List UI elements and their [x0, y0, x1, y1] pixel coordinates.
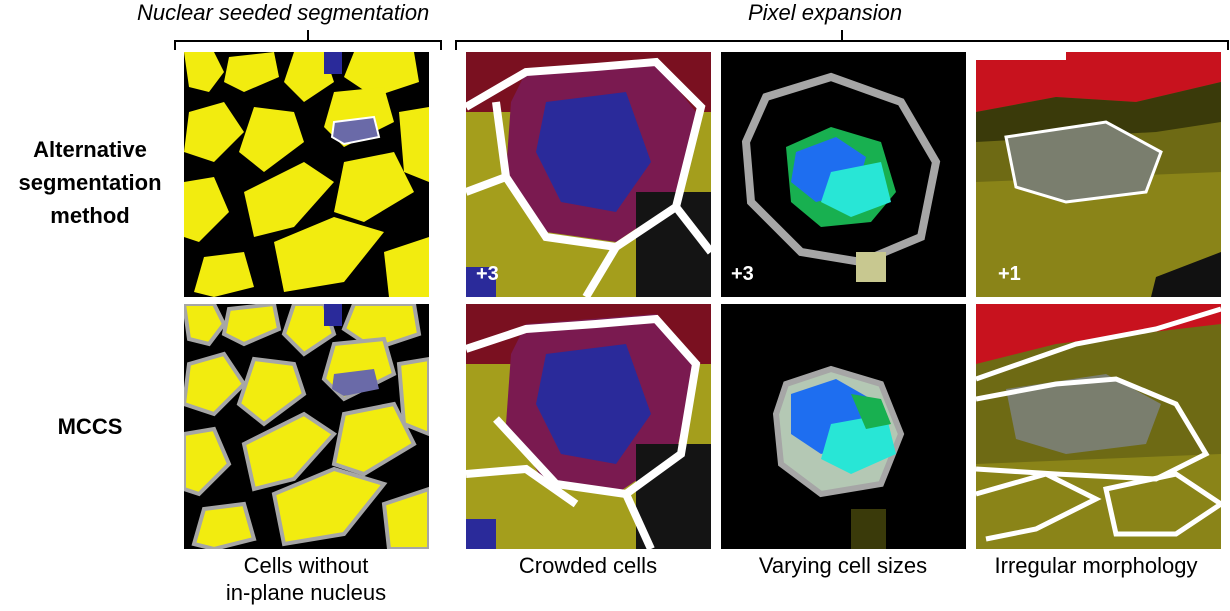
caption-line: Varying cell sizes	[758, 553, 928, 578]
row-label-alternative: Alternative segmentation method	[0, 133, 180, 232]
caption-line: in-plane nucleus	[225, 580, 387, 605]
row-label-mccs: MCCS	[57, 414, 123, 439]
row-label-line: segmentation	[18, 170, 162, 195]
bracket-pixel-expansion	[455, 30, 1229, 50]
header-nuclear-seeded: Nuclear seeded segmentation	[137, 0, 430, 25]
panel-bottom-crowded-cells	[466, 304, 711, 549]
row-label-line: Alternative	[33, 137, 147, 162]
header-pixel-expansion: Pixel expansion	[748, 0, 903, 25]
caption-cells-without-nucleus: Cells without in-plane nucleus	[176, 552, 436, 606]
caption-line: Irregular morphology	[994, 553, 1198, 578]
caption-line: Crowded cells	[518, 553, 658, 578]
bracket-nuclear-seeded	[174, 30, 442, 50]
panel-top-irregular-morphology: +1	[976, 52, 1221, 297]
badge: +3	[476, 263, 499, 285]
badge: +3	[731, 263, 754, 285]
row-label-line: method	[50, 203, 130, 228]
caption-irregular-morphology: Irregular morphology	[966, 552, 1226, 579]
panel-bottom-varying-sizes	[721, 304, 966, 549]
panel-top-cells-without-nucleus	[184, 52, 429, 297]
caption-crowded-cells: Crowded cells	[458, 552, 718, 579]
panel-bottom-irregular-morphology	[976, 304, 1221, 549]
badge: +1	[998, 263, 1021, 285]
caption-line: Cells without	[243, 553, 369, 578]
panel-top-crowded-cells: +3	[466, 52, 711, 297]
panel-bottom-cells-without-nucleus	[184, 304, 429, 549]
caption-varying-cell-sizes: Varying cell sizes	[713, 552, 973, 579]
panel-top-varying-sizes: +3	[721, 52, 966, 297]
